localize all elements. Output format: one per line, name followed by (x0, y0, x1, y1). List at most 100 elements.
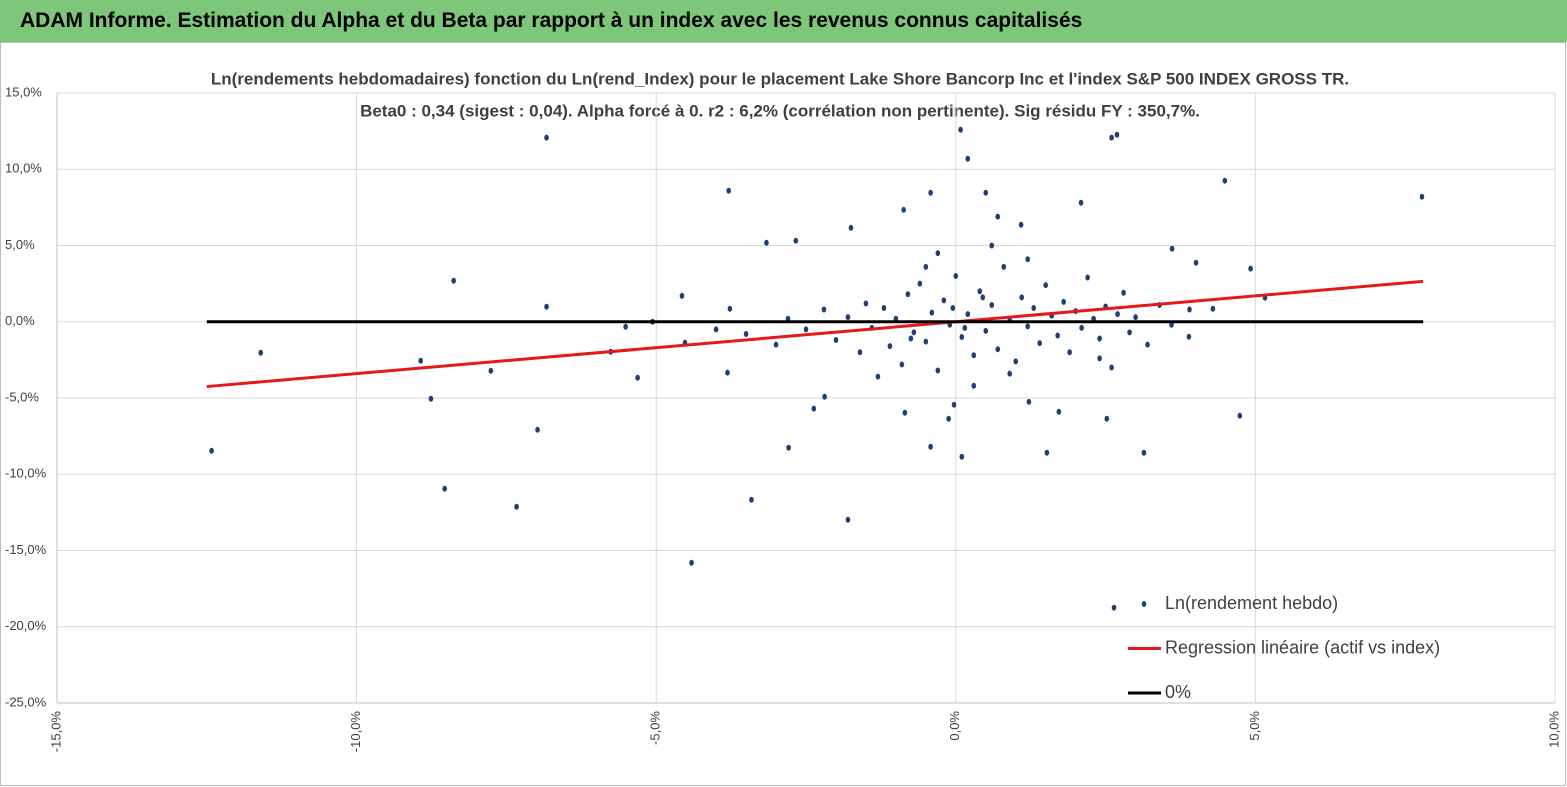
scatter-point (959, 334, 965, 340)
scatter-point (689, 559, 694, 566)
scatter-point (1114, 131, 1120, 138)
scatter-point (977, 288, 983, 295)
y-tick-label: 5,0% (5, 237, 35, 252)
scatter-point (893, 315, 899, 322)
scatter-point (928, 443, 933, 450)
scatter-point (1019, 294, 1025, 301)
scatter-point (935, 367, 941, 374)
legend-label: Regression linéaire (actif vs index) (1165, 637, 1440, 657)
scatter-point (1111, 604, 1117, 611)
y-tick-label: 15,0% (5, 84, 42, 99)
scatter-point (875, 373, 881, 380)
scatter-point (1169, 321, 1174, 328)
scatter-point (451, 277, 456, 284)
scatter-point (725, 369, 730, 376)
scatter-point (1025, 323, 1031, 330)
legend-label: Ln(rendement hebdo) (1165, 593, 1338, 613)
scatter-point (946, 415, 951, 422)
scatter-point (1193, 259, 1199, 266)
scatter-point (1013, 358, 1019, 365)
scatter-point (726, 187, 732, 194)
y-tick-label: -20,0% (5, 618, 47, 633)
y-tick-label: 10,0% (5, 161, 42, 176)
scatter-point (950, 305, 956, 312)
scatter-point (911, 329, 917, 336)
scatter-point (1044, 449, 1050, 456)
x-tick-label: 10,0% (1546, 711, 1561, 748)
scatter-point (848, 224, 854, 231)
scatter-point (1169, 245, 1175, 252)
scatter-point (1237, 412, 1243, 419)
scatter-point (811, 405, 817, 412)
scatter-point (995, 346, 1001, 353)
scatter-point (1067, 349, 1072, 356)
scatter-point (1141, 449, 1147, 456)
scatter-point (1007, 370, 1013, 377)
scatter-point (1127, 329, 1132, 336)
x-tick-label: -10,0% (348, 711, 363, 753)
scatter-point (845, 516, 851, 523)
scatter-point (917, 280, 923, 287)
scatter-point (544, 303, 549, 310)
scatter-point (418, 357, 424, 364)
header: ADAM Informe. Estimation du Alpha et du … (0, 0, 1567, 42)
scatter-point (899, 361, 905, 368)
scatter-point (1079, 324, 1084, 331)
scatter-point (971, 352, 977, 359)
scatter-point (905, 291, 911, 298)
scatter-point (785, 315, 791, 322)
scatter-point (1210, 305, 1216, 312)
legend-marker (1141, 601, 1147, 607)
scatter-point (971, 382, 977, 389)
header-title: ADAM Informe. Estimation du Alpha et du … (20, 9, 1083, 32)
chart-border (0, 42, 1566, 786)
scatter-point (727, 305, 733, 312)
scatter-point (1109, 134, 1114, 141)
scatter-point (1031, 305, 1036, 312)
scatter-point (901, 206, 906, 213)
scatter-point (1145, 341, 1150, 348)
scatter-point (1187, 306, 1192, 313)
scatter-point (803, 326, 809, 333)
scatter-point (857, 349, 863, 356)
scatter-point (258, 349, 264, 356)
scatter-point (1133, 314, 1138, 321)
scatter-point (1248, 265, 1253, 272)
scatter-point (1121, 289, 1126, 296)
scatter-point (989, 301, 995, 308)
x-tick-label: 0,0% (947, 711, 962, 741)
y-tick-label: -15,0% (5, 542, 47, 557)
scatter-point (821, 306, 827, 313)
x-tick-label: -5,0% (648, 711, 663, 745)
scatter-point (863, 300, 869, 307)
line-series (206, 279, 1424, 389)
scatter-point (822, 393, 827, 400)
scatter-point (845, 314, 851, 321)
scatter-point (833, 337, 839, 344)
scatter-point (962, 324, 968, 331)
legend-label: 0% (1165, 682, 1191, 702)
scatter-point (995, 213, 1001, 220)
scatter-point (1109, 364, 1114, 371)
scatter-point (1104, 415, 1110, 422)
scatter-point (749, 496, 754, 503)
scatter-point (1186, 333, 1192, 340)
scatter-point (1026, 398, 1032, 405)
scatter-point (881, 305, 887, 312)
scatter-point (209, 447, 214, 454)
scatter-point (980, 294, 986, 301)
scatter-point (1085, 274, 1090, 281)
scatter-point (1091, 315, 1096, 322)
scatter-point (928, 189, 933, 196)
scatter-point (1115, 311, 1120, 318)
x-tick-label: -15,0% (48, 711, 63, 753)
scatter-point (887, 343, 893, 350)
scatter-point (953, 273, 959, 279)
scatter-point (1097, 355, 1102, 362)
scatter-point (1078, 199, 1084, 206)
scatter-point (623, 323, 628, 330)
scatter-point (713, 326, 719, 333)
x-tick-label: 5,0% (1247, 711, 1262, 741)
